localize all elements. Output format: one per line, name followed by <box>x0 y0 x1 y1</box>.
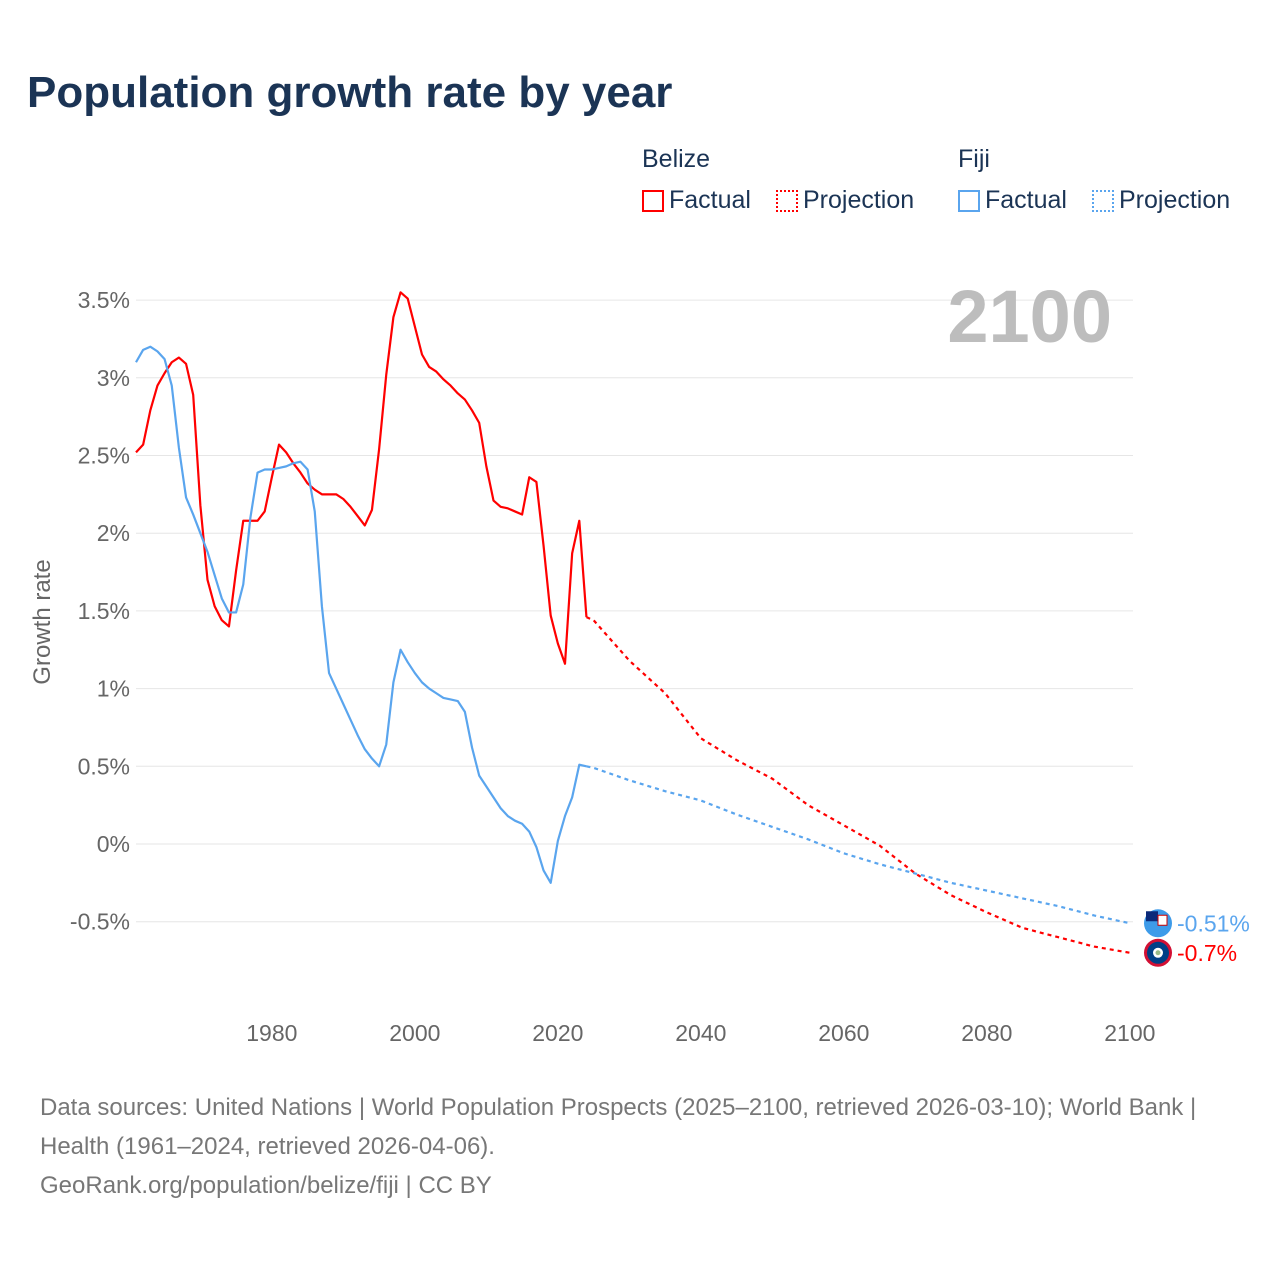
credit-link[interactable]: GeoRank.org/population/belize/fiji | CC … <box>40 1172 492 1199</box>
x-tick-label: 2000 <box>389 1020 440 1046</box>
legend-label: Projection <box>803 186 915 214</box>
x-tick-label: 2080 <box>961 1020 1012 1046</box>
x-tick-label: 2040 <box>675 1020 726 1046</box>
legend-belize-projection[interactable]: Projection <box>776 186 914 215</box>
x-tick-label: 2060 <box>818 1020 869 1046</box>
fiji-factual-line <box>135 345 587 884</box>
legend-title-fiji: Fiji <box>958 145 990 173</box>
fiji-flag-icon <box>1144 909 1172 938</box>
factual-swatch-icon <box>642 189 664 212</box>
projection-swatch-icon <box>776 189 798 212</box>
chart-plot: 3.5% 3% 2.5% 2% 1.5% 1% 0.5% 0% -0.5% 1980 2000 202… <box>29 275 1250 1046</box>
data-sources: Data sources: United Nations | World Pop… <box>40 1094 1197 1160</box>
x-tick-label: 2100 <box>1104 1020 1155 1046</box>
projection-swatch-icon <box>1092 189 1114 212</box>
y-tick-label: 3% <box>97 365 130 391</box>
y-tick-label: 2% <box>97 520 130 546</box>
legend-belize-factual[interactable]: Factual <box>642 186 751 215</box>
y-tick-label: 1% <box>97 676 130 702</box>
factual-swatch-icon <box>958 189 980 212</box>
y-tick-label: -0.5% <box>70 909 130 935</box>
belize-end-label: -0.7% <box>1177 940 1237 966</box>
legend-label: Projection <box>1119 186 1231 214</box>
page-title: Population growth rate by year <box>27 68 673 117</box>
fiji-end-label: -0.51% <box>1177 910 1250 936</box>
fiji-projection-line <box>586 765 1131 925</box>
y-tick-label: 0.5% <box>78 753 130 779</box>
y-tick-label: 3.5% <box>78 287 130 313</box>
belize-factual-line <box>135 291 588 665</box>
year-watermark: 2100 <box>947 275 1112 358</box>
legend-label: Factual <box>669 186 751 214</box>
y-tick-label: 1.5% <box>78 598 130 624</box>
y-axis-label: Growth rate <box>29 559 56 684</box>
x-tick-label: 1980 <box>246 1020 297 1046</box>
belize-projection-line <box>586 616 1131 954</box>
x-tick-label: 2020 <box>532 1020 583 1046</box>
footer: Data sources: United Nations | World Pop… <box>40 1088 1240 1205</box>
y-tick-label: 0% <box>97 831 130 857</box>
belize-flag-icon <box>1144 938 1172 967</box>
legend-title-belize: Belize <box>642 145 711 173</box>
y-tick-label: 2.5% <box>78 443 130 469</box>
legend-fiji-projection[interactable]: Projection <box>1092 186 1230 215</box>
legend-label: Factual <box>985 186 1067 214</box>
legend-fiji-factual[interactable]: Factual <box>958 186 1067 215</box>
